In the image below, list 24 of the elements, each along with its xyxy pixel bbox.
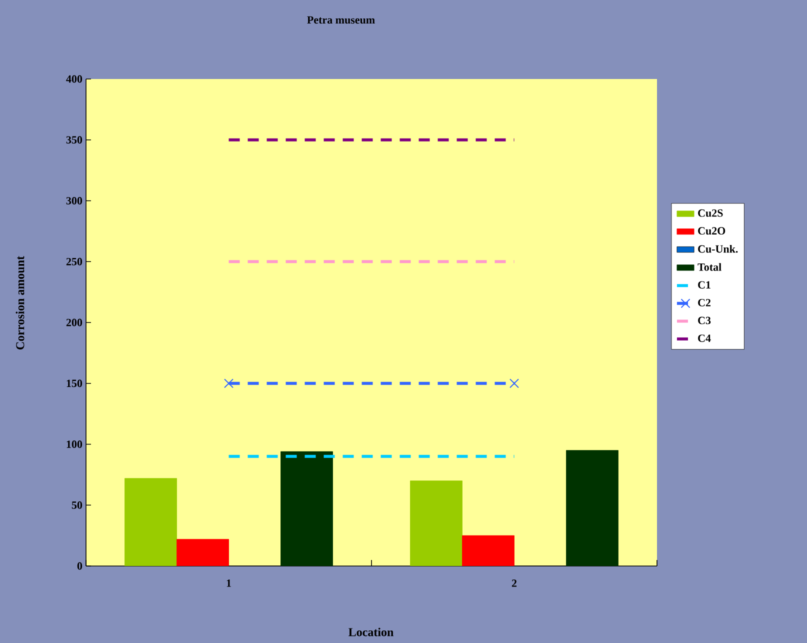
legend-label: C3 <box>698 316 711 324</box>
legend-label: C1 <box>698 281 710 289</box>
y-tick-label: 100 <box>66 440 82 448</box>
x-tick-label: 1 <box>226 580 231 587</box>
y-tick-label: 50 <box>72 501 82 509</box>
legend-label: Cu-Unk. <box>698 244 738 253</box>
legend-label: Cu2O <box>698 227 726 235</box>
y-axis-title: Corrosion amount <box>16 256 24 350</box>
bar <box>124 478 177 566</box>
y-tick-label: 400 <box>66 75 82 83</box>
y-tick-label: 250 <box>66 258 82 266</box>
bar <box>410 480 462 566</box>
chart-title: Petra museum <box>307 16 375 24</box>
y-tick-label: 350 <box>66 136 82 144</box>
x-axis-title: Location <box>348 628 394 636</box>
y-tick-label: 0 <box>77 562 82 570</box>
y-tick-label: 150 <box>66 380 82 388</box>
x-tick-label: 2 <box>512 580 517 587</box>
legend-label: C2 <box>698 299 710 306</box>
legend-label: Total <box>698 263 722 271</box>
legend-label: C4 <box>698 334 711 342</box>
y-tick-label: 200 <box>66 318 82 326</box>
y-tick-label: 300 <box>66 197 82 204</box>
legend-label: Cu2S <box>698 209 723 217</box>
